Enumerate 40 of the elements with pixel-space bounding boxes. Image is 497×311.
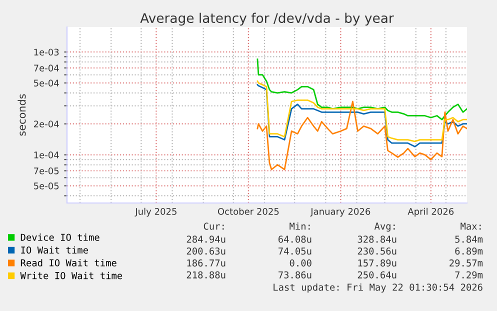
legend-label: Write IO Wait time	[20, 272, 122, 280]
x-tick-label: July 2025	[134, 208, 176, 217]
line-series	[256, 100, 467, 170]
y-axis-title: seconds	[18, 94, 26, 136]
text: Min:	[290, 222, 310, 230]
text: 64.08u	[278, 236, 312, 243]
text: 218.88u	[186, 271, 226, 278]
y-tick-label: 2e-04	[34, 120, 59, 128]
text: 200.63u	[186, 248, 226, 255]
y-tick-label: 1e-04	[34, 152, 59, 158]
text: 186.77u	[187, 259, 226, 267]
x-tick-label: January 2026	[310, 208, 370, 217]
x-tick-label: October 2025	[218, 208, 279, 215]
text: 5.84m	[455, 236, 483, 243]
y-tick-label: 5e-04	[34, 80, 59, 87]
line-series	[256, 58, 467, 120]
legend-label: Device IO time	[20, 234, 100, 241]
text: Avg:	[374, 222, 395, 232]
text: 157.89u	[358, 259, 396, 267]
y-tick-label: 1e-03	[34, 48, 59, 56]
chart-title: Average latency for /dev/vda - by year	[140, 12, 394, 26]
legend-label: IO Wait time	[21, 246, 88, 254]
text: 284.94u	[186, 236, 226, 243]
text: 250.64u	[358, 271, 396, 278]
legend-label: Read IO Wait time	[20, 259, 116, 266]
text: 74.05u	[278, 248, 312, 255]
text: Cur:	[204, 222, 224, 230]
text: 328.84u	[358, 236, 396, 243]
y-tick-label: 7e-04	[34, 64, 59, 72]
text: Max:	[460, 222, 481, 230]
text: 0.00	[290, 259, 312, 267]
y-tick-label: 5e-05	[34, 182, 59, 190]
text: 73.86u	[278, 271, 312, 278]
text: 6.89m	[455, 248, 483, 255]
text: 7.29m	[455, 271, 483, 278]
y-tick-label: 7e-05	[34, 167, 59, 174]
text: 230.56u	[358, 248, 396, 255]
text: Last update: Fri May 22 01:30:54 2026	[274, 283, 482, 293]
x-tick-label: April 2026	[408, 208, 454, 217]
text: 29.57m	[450, 259, 483, 267]
